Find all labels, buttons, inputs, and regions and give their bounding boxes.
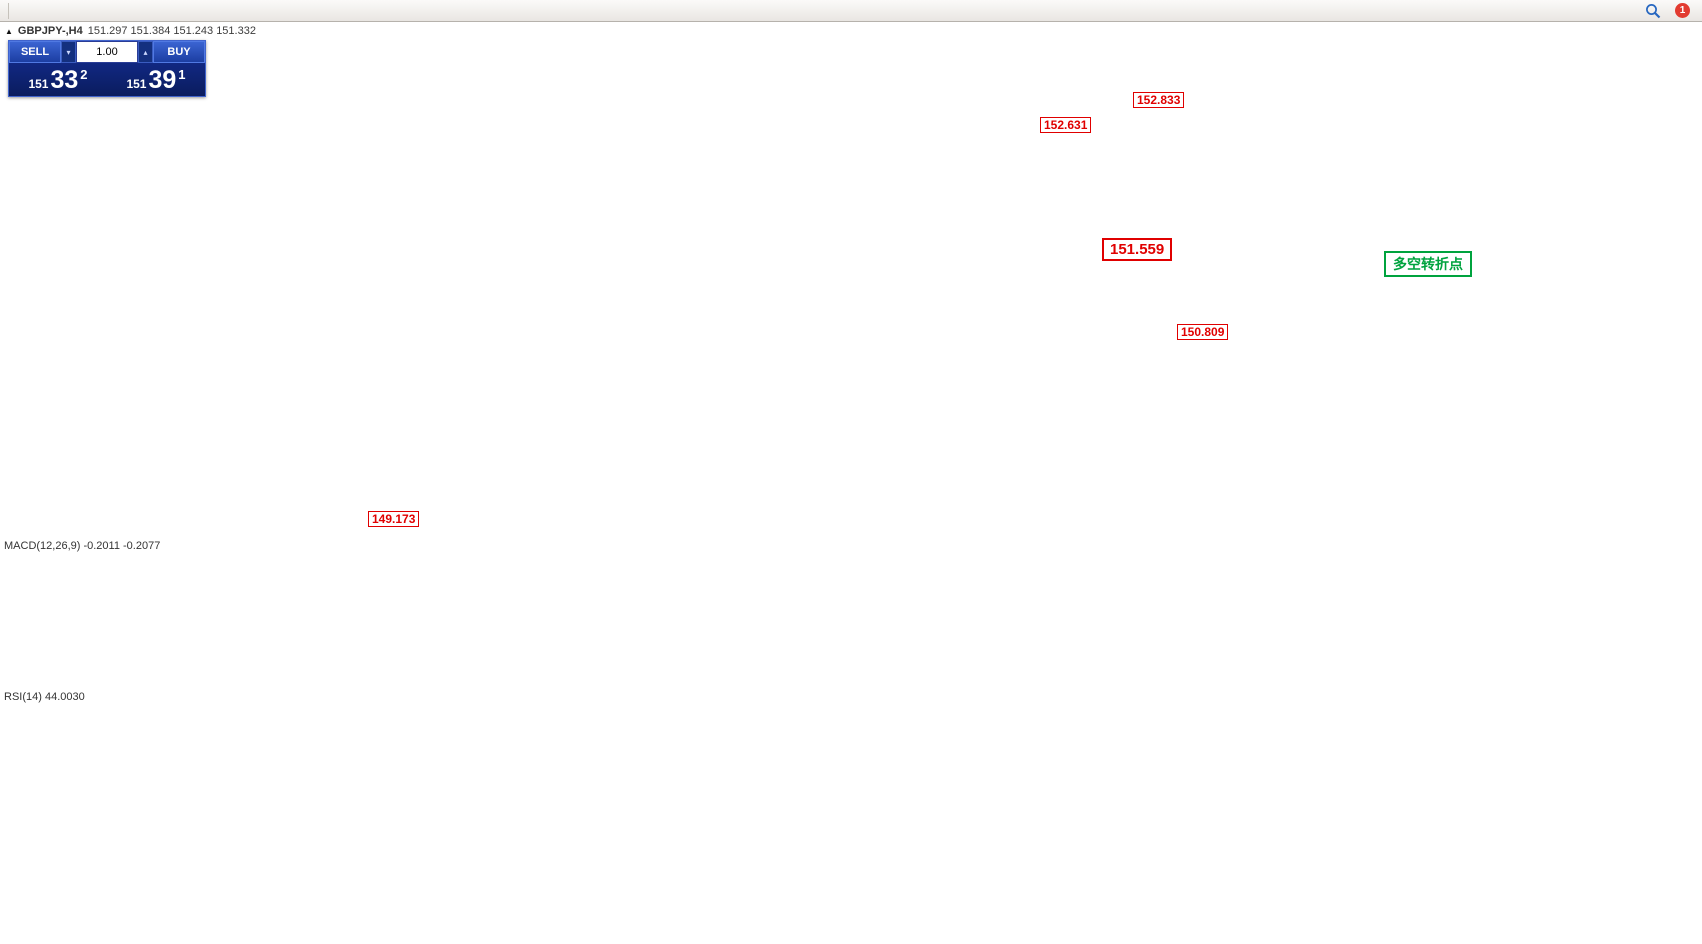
trade-controls-row: SELL ▾ ▴ BUY — [9, 41, 205, 63]
macd-indicator-label: MACD(12,26,9) -0.2011 -0.2077 — [4, 540, 161, 552]
symbol-title: GBPJPY-,H4 — [17, 25, 83, 37]
volume-increase-button[interactable]: ▴ — [138, 41, 153, 63]
volume-input[interactable] — [76, 41, 138, 63]
buy-button[interactable]: BUY — [153, 41, 205, 63]
toolbar-separator — [8, 2, 9, 19]
annotation-secondary-peak[interactable]: 152.631 — [1040, 117, 1092, 133]
collapse-panel-icon[interactable]: ▲ — [5, 26, 13, 36]
search-icon[interactable] — [1644, 3, 1661, 19]
buy-price-sup: 1 — [178, 66, 186, 82]
price-axis[interactable] — [1522, 23, 1568, 852]
one-click-trading-panel: SELL ▾ ▴ BUY 151 33 2 151 39 1 — [8, 40, 206, 97]
ohlc-values: 151.297 151.384 151.243 151.332 — [87, 25, 256, 37]
annotation-swing-low[interactable]: 150.809 — [1177, 324, 1229, 340]
toolbar: 1 — [0, 0, 1702, 22]
annotation-key-level[interactable]: 151.559 — [1102, 238, 1173, 261]
time-axis[interactable] — [0, 853, 1522, 873]
notification-badge[interactable]: 1 — [1675, 3, 1690, 18]
rsi-indicator-label: RSI(14) 44.0030 — [4, 691, 85, 703]
sell-price[interactable]: 151 33 2 — [9, 63, 107, 96]
buy-price-pips: 39 — [148, 65, 177, 94]
buy-price[interactable]: 151 39 1 — [107, 63, 205, 96]
sell-button[interactable]: SELL — [9, 41, 61, 63]
sell-price-sup: 2 — [80, 66, 88, 82]
annotation-major-low[interactable]: 149.173 — [368, 511, 420, 527]
annotation-turning-point-note[interactable]: 多空转折点 — [1384, 251, 1472, 277]
sell-price-pips: 33 — [50, 65, 79, 94]
annotation-peak-price[interactable]: 152.833 — [1133, 92, 1185, 108]
buy-price-base: 151 — [126, 76, 147, 91]
chart-header: ▲ GBPJPY-,H4 151.297 151.384 151.243 151… — [5, 25, 256, 37]
trade-prices-row: 151 33 2 151 39 1 — [9, 63, 205, 96]
sell-price-base: 151 — [28, 76, 49, 91]
volume-decrease-button[interactable]: ▾ — [61, 41, 76, 63]
toolbar-right: 1 — [1644, 3, 1698, 19]
